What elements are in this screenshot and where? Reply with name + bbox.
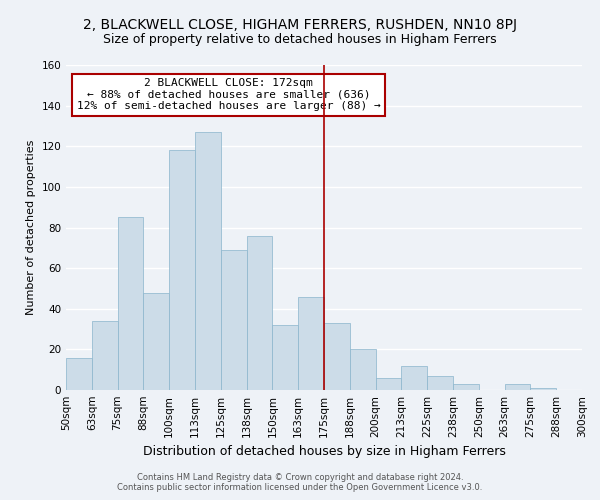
Bar — [505, 384, 530, 390]
Bar — [247, 236, 272, 390]
Text: Contains HM Land Registry data © Crown copyright and database right 2024.
Contai: Contains HM Land Registry data © Crown c… — [118, 473, 482, 492]
Bar — [427, 376, 453, 390]
Bar — [324, 323, 350, 390]
Text: 2 BLACKWELL CLOSE: 172sqm
← 88% of detached houses are smaller (636)
12% of semi: 2 BLACKWELL CLOSE: 172sqm ← 88% of detac… — [77, 78, 380, 111]
Text: Size of property relative to detached houses in Higham Ferrers: Size of property relative to detached ho… — [103, 32, 497, 46]
X-axis label: Distribution of detached houses by size in Higham Ferrers: Distribution of detached houses by size … — [143, 446, 505, 458]
Bar — [143, 292, 169, 390]
Bar — [272, 325, 298, 390]
Bar — [453, 384, 479, 390]
Bar — [92, 321, 118, 390]
Bar — [169, 150, 195, 390]
Bar — [401, 366, 427, 390]
Bar — [376, 378, 401, 390]
Bar — [298, 296, 324, 390]
Bar — [118, 218, 143, 390]
Bar — [66, 358, 92, 390]
Bar — [195, 132, 221, 390]
Text: 2, BLACKWELL CLOSE, HIGHAM FERRERS, RUSHDEN, NN10 8PJ: 2, BLACKWELL CLOSE, HIGHAM FERRERS, RUSH… — [83, 18, 517, 32]
Bar — [350, 350, 376, 390]
Y-axis label: Number of detached properties: Number of detached properties — [26, 140, 36, 315]
Bar — [530, 388, 556, 390]
Bar — [221, 250, 247, 390]
